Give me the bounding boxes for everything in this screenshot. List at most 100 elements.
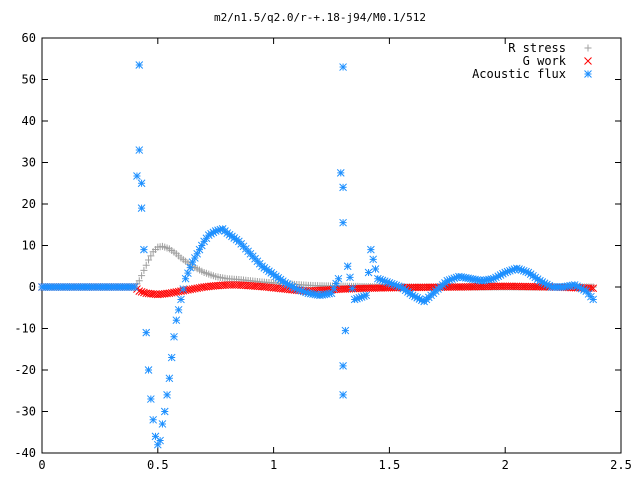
legend-marker [584,44,592,52]
legend-marker [584,57,592,65]
y-tick-label: 30 [22,156,36,170]
data-point [285,281,294,290]
data-point [350,295,359,304]
data-point [408,291,417,300]
data-point [195,245,204,254]
y-tick-label: 40 [22,114,36,128]
data-point [450,274,459,283]
data-point [191,254,199,262]
data-point [135,146,144,154]
legend-label: G work [523,54,567,68]
data-point [339,391,347,399]
data-point [200,237,208,246]
data-point [184,269,192,278]
y-tick-label: -40 [14,446,36,460]
data-point [376,275,384,284]
data-point [496,271,505,279]
data-point [336,169,345,177]
data-point [508,266,517,274]
data-point [327,289,336,298]
data-point [146,395,155,403]
data-point [184,286,192,294]
data-point [452,273,461,282]
data-point [140,288,148,297]
data-point [589,283,597,291]
data-point [172,316,181,325]
legend-marker [584,70,592,78]
data-point [536,276,544,285]
data-point [156,436,164,445]
data-point [292,285,301,293]
data-point [332,279,340,288]
x-tick-label: 0.5 [147,458,169,472]
y-tick-label: 10 [22,239,36,253]
data-point [172,288,181,296]
data-point [348,284,357,293]
data-point [413,293,422,302]
x-tick-label: 1.5 [379,458,401,472]
data-point [545,281,554,290]
data-point [505,266,514,275]
data-point [494,272,503,281]
data-point [167,288,176,297]
data-point [188,285,197,293]
y-tick-label: 0 [29,280,36,294]
data-point [170,332,178,341]
data-point [174,305,183,314]
data-point [165,289,174,298]
data-point [302,288,310,297]
data-point [510,265,519,274]
y-tick-label: -20 [14,363,36,377]
data-point [517,266,526,274]
data-point [145,256,153,264]
data-point [299,287,308,296]
data-point [346,273,354,282]
data-point [339,218,347,227]
data-point [341,326,350,335]
data-point [383,278,391,286]
data-point [144,366,153,374]
data-point [329,284,338,293]
data-point [197,241,206,250]
data-point [360,292,368,300]
data-point [499,269,507,278]
data-point [515,265,523,274]
data-point [288,282,296,291]
data-point [186,285,195,294]
data-point [417,296,426,305]
data-point [211,227,220,235]
data-point [355,293,364,302]
data-point [137,179,146,188]
y-tick-label: 50 [22,73,36,87]
chart-title: m2/n1.5/q2.0/r-+.18-j94/M0.1/512 [214,11,426,24]
data-point [371,265,380,273]
data-point [512,264,521,273]
x-tick-label: 0 [38,458,45,472]
x-tick-label: 2 [502,458,509,472]
data-marks [38,61,598,449]
data-point [149,415,158,424]
data-point [295,286,303,294]
data-point [142,328,151,337]
data-point [392,281,401,290]
x-tick-label: 1 [270,458,277,472]
y-tick-label: -30 [14,405,36,419]
data-point [135,277,143,285]
data-point [362,291,371,300]
data-point [353,294,361,303]
data-point [373,274,382,283]
y-tick-label: 60 [22,31,36,45]
data-point [216,225,225,234]
data-point [283,280,292,288]
data-point [177,295,185,304]
data-point [214,226,222,235]
data-point [297,286,306,295]
data-point [165,374,174,383]
data-point [540,279,549,288]
data-point [160,407,169,416]
axes: 0 0.5 1 1.5 2 2.5 -40 -30 -20 -10 0 10 20 30 40 50 60 [14,31,632,472]
data-point [130,283,139,291]
data-point [339,183,347,192]
